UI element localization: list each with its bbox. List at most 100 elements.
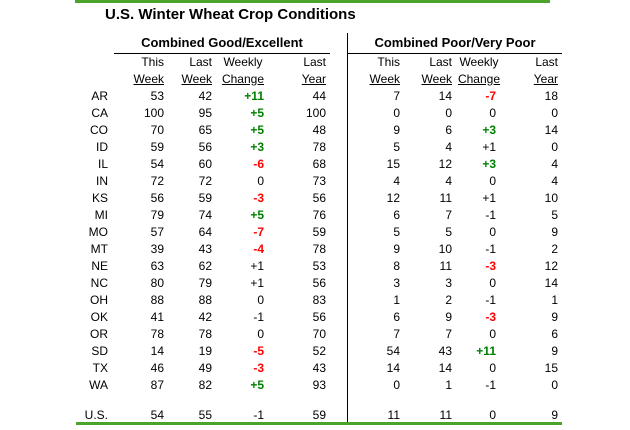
table-row: CO 70 65 +5 48	[70, 121, 330, 138]
last-year-cell: 76	[312, 207, 326, 222]
last-week-cell: 19	[198, 343, 212, 358]
col-header-week2: Week	[181, 71, 212, 86]
weekly-change-cell: +1	[482, 139, 496, 154]
last-week-cell: 14	[438, 88, 452, 103]
weekly-change-cell: -1	[253, 309, 264, 324]
last-year-cell: 10	[544, 190, 558, 205]
table-row: 7 7 0 6	[348, 325, 562, 342]
column-header-row-2: Week Week Change Year	[70, 70, 330, 87]
this-week-cell: 7	[393, 326, 400, 341]
row-label: IL	[97, 156, 108, 171]
last-week-cell: 64	[198, 224, 212, 239]
this-week-cell: 70	[150, 122, 164, 137]
row-label: U.S.	[84, 407, 108, 422]
table-row: 9 6 +3 14	[348, 121, 562, 138]
row-label: WA	[89, 377, 108, 392]
table-row: OH 88 88 0 83	[70, 291, 330, 308]
table-row: 5 5 0 9	[348, 223, 562, 240]
last-week-cell: 62	[198, 258, 212, 273]
last-week-cell: 7	[445, 326, 452, 341]
section-header-row: Combined Good/Excellent	[70, 33, 330, 54]
table-row: 6 9 -3 9	[348, 308, 562, 325]
col-header-this: This	[377, 54, 400, 69]
weekly-change-cell: -5	[253, 343, 264, 358]
this-week-cell: 0	[393, 105, 400, 120]
last-year-cell: 9	[551, 343, 558, 358]
weekly-change-cell: +3	[250, 139, 264, 154]
last-week-cell: 95	[198, 105, 212, 120]
weekly-change-cell: -7	[485, 88, 496, 103]
this-week-cell: 6	[393, 207, 400, 222]
this-week-cell: 5	[393, 224, 400, 239]
row-label: SD	[91, 343, 108, 358]
last-year-cell: 52	[312, 343, 326, 358]
last-year-cell: 9	[551, 309, 558, 324]
table-row: 14 14 0 15	[348, 359, 562, 376]
col-header-last2: Last	[535, 54, 558, 69]
last-year-cell: 4	[551, 173, 558, 188]
last-week-cell: 42	[198, 88, 212, 103]
last-year-cell: 53	[312, 258, 326, 273]
this-week-cell: 0	[393, 377, 400, 392]
last-week-cell: 42	[198, 309, 212, 324]
row-label: OK	[90, 309, 108, 324]
weekly-change-cell: -7	[253, 224, 264, 239]
table-row: 3 3 0 14	[348, 274, 562, 291]
this-week-cell: 9	[393, 241, 400, 256]
last-year-cell: 78	[312, 139, 326, 154]
col-header-week2: Week	[421, 71, 452, 86]
table-row: KS 56 59 -3 56	[70, 189, 330, 206]
this-week-cell: 4	[393, 173, 400, 188]
row-label: OR	[90, 326, 108, 341]
table-row: 1 2 -1 1	[348, 291, 562, 308]
row-label: NE	[91, 258, 108, 273]
col-header-last: Last	[429, 54, 452, 69]
last-year-cell: 0	[551, 139, 558, 154]
table-row: MO 57 64 -7 59	[70, 223, 330, 240]
row-label: MO	[88, 224, 108, 239]
last-year-cell: 0	[551, 377, 558, 392]
weekly-change-cell: +5	[250, 105, 264, 120]
table-row: OK 41 42 -1 56	[70, 308, 330, 325]
last-week-cell: 6	[445, 122, 452, 137]
last-week-cell: 56	[198, 139, 212, 154]
weekly-change-cell: -1	[253, 407, 264, 422]
table-row: 8 11 -3 12	[348, 257, 562, 274]
last-year-cell: 73	[312, 173, 326, 188]
last-week-cell: 79	[198, 275, 212, 290]
row-label: OH	[90, 292, 108, 307]
last-year-cell: 6	[551, 326, 558, 341]
last-week-cell: 14	[438, 360, 452, 375]
col-header-last: Last	[189, 54, 212, 69]
last-week-cell: 11	[439, 190, 452, 205]
this-week-cell: 78	[150, 326, 164, 341]
last-week-cell: 59	[198, 190, 212, 205]
col-header-weekly: Weekly	[459, 54, 499, 69]
table-row: MI 79 74 +5 76	[70, 206, 330, 223]
row-label: CO	[90, 122, 108, 137]
table-row: ID 59 56 +3 78	[70, 138, 330, 155]
bottom-border-line	[76, 422, 562, 425]
row-label: CA	[91, 105, 108, 120]
last-year-cell: 0	[551, 105, 558, 120]
table-row: 6 7 -1 5	[348, 206, 562, 223]
last-year-cell: 93	[312, 377, 326, 392]
this-week-cell: 5	[393, 139, 400, 154]
last-year-cell: 9	[551, 407, 558, 422]
last-year-cell: 56	[312, 190, 326, 205]
this-week-cell: 54	[150, 407, 164, 422]
weekly-change-cell: 0	[257, 292, 264, 307]
last-week-cell: 55	[198, 407, 212, 422]
this-week-cell: 12	[386, 190, 400, 205]
section-title-good-excellent: Combined Good/Excellent	[114, 33, 330, 54]
weekly-change-cell: +11	[244, 88, 264, 103]
weekly-change-cell: -3	[485, 309, 496, 324]
row-label: IN	[96, 173, 108, 188]
this-week-cell: 9	[393, 122, 400, 137]
last-year-cell: 56	[312, 275, 326, 290]
this-week-cell: 80	[150, 275, 164, 290]
last-week-cell: 10	[438, 241, 452, 256]
last-year-cell: 83	[312, 292, 326, 307]
row-label: TX	[92, 360, 108, 375]
